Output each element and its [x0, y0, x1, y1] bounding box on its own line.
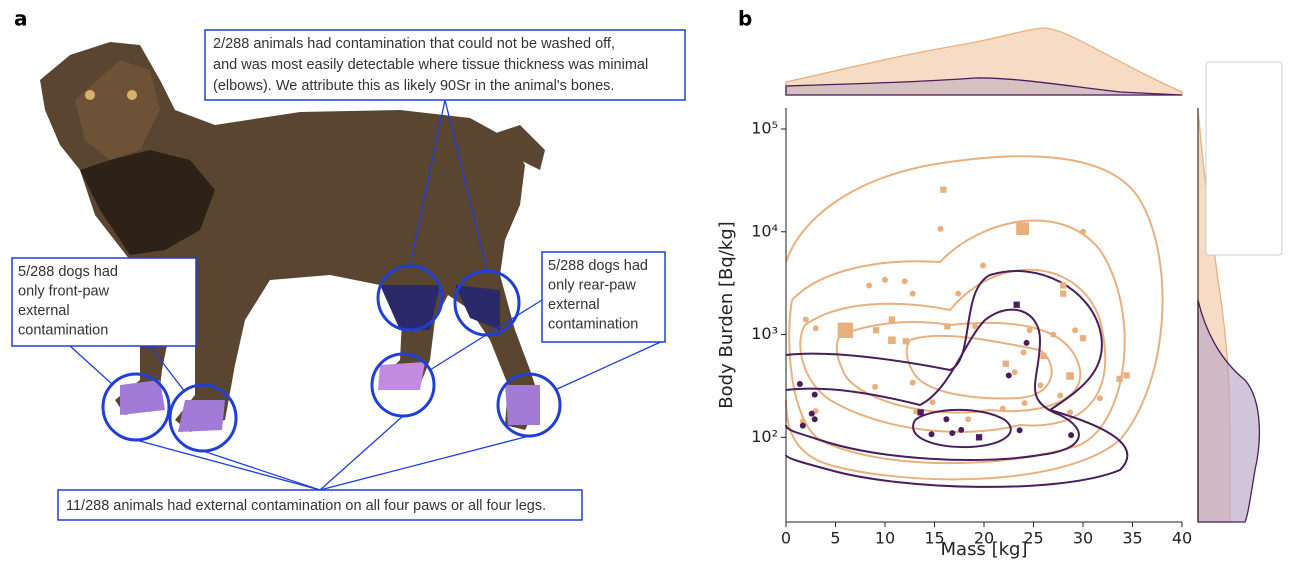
point [800, 423, 806, 429]
x-axis-label: Mass [kg] [941, 539, 1028, 560]
point [1027, 327, 1033, 333]
point [1072, 327, 1078, 333]
point [1024, 340, 1030, 346]
x-tick-label: 35 [1122, 529, 1142, 548]
point [1068, 432, 1074, 438]
callout-text: 5/288 dogs had [18, 264, 118, 280]
point [917, 409, 923, 415]
point [803, 317, 809, 323]
kde-contours [786, 156, 1163, 487]
point [976, 434, 982, 440]
point [813, 325, 819, 331]
point [980, 262, 986, 268]
point [910, 380, 916, 386]
point [1066, 372, 1074, 380]
point [873, 327, 879, 333]
point [903, 338, 909, 344]
callout-text: contamination [18, 322, 108, 338]
point [972, 323, 978, 329]
point [1022, 400, 1028, 406]
callout-text: external [548, 297, 600, 313]
x-tick-label: 10 [875, 529, 895, 548]
point [809, 411, 815, 417]
callout-text: (elbows). We attribute this as likely 90… [213, 78, 614, 94]
point [866, 283, 872, 289]
legend-box [1206, 62, 1282, 255]
point [930, 399, 936, 405]
point [812, 392, 818, 398]
point [1060, 290, 1066, 296]
point [943, 416, 949, 422]
point [910, 291, 916, 297]
point [949, 430, 955, 436]
point [1080, 335, 1086, 341]
point [1037, 382, 1043, 388]
point [958, 427, 964, 433]
y-tick-label: 10² [751, 427, 778, 446]
point [940, 186, 946, 192]
point [1057, 393, 1063, 399]
callout-text: 2/288 animals had contamination that cou… [213, 36, 615, 52]
point [1080, 229, 1086, 235]
point [1067, 409, 1073, 415]
x-tick-label: 30 [1073, 529, 1093, 548]
point [1123, 372, 1129, 378]
x-tick-label: 5 [830, 529, 840, 548]
point [1040, 353, 1046, 359]
point [1097, 395, 1103, 401]
callout-text: only front-paw [18, 283, 110, 299]
callout-text: 11/288 animals had external contaminatio… [66, 498, 546, 514]
point [1060, 282, 1066, 288]
callout-text: only rear-paw [548, 277, 636, 293]
y-tick-label: 10⁴ [751, 221, 778, 240]
point [1000, 406, 1006, 412]
callout-text: contamination [548, 316, 638, 332]
point [889, 316, 895, 322]
point [888, 336, 896, 344]
point [1006, 372, 1012, 378]
x-tick-label: 40 [1172, 529, 1192, 548]
point [872, 384, 878, 390]
panel-label: a [14, 7, 28, 31]
point [1014, 302, 1020, 308]
y-axis-label: Body Burden [Bq/kg] [716, 221, 737, 408]
point [1021, 349, 1027, 355]
point [944, 323, 950, 329]
point [965, 416, 971, 422]
callout-text: external [18, 303, 70, 319]
point [1003, 361, 1009, 367]
point [838, 323, 853, 338]
point [1016, 222, 1029, 235]
point [1017, 427, 1023, 433]
panel-label: b [738, 7, 752, 31]
callout-text: and was most easily detectable where tis… [213, 57, 648, 73]
point [955, 291, 961, 297]
callout-text: 5/288 dogs had [548, 258, 648, 274]
point [812, 416, 818, 422]
figure: a 2/288 animals had contamination that c… [0, 0, 1290, 563]
y-tick-label: 10⁵ [751, 118, 778, 137]
y-tick-label: 10³ [751, 324, 778, 343]
point [882, 277, 888, 283]
point [1012, 369, 1018, 375]
point [902, 278, 908, 284]
point [929, 431, 935, 437]
point [797, 381, 803, 387]
marginal-density [1198, 300, 1259, 522]
point [937, 226, 943, 232]
point [1116, 376, 1122, 382]
x-tick-label: 0 [781, 529, 791, 548]
point [1050, 332, 1056, 338]
